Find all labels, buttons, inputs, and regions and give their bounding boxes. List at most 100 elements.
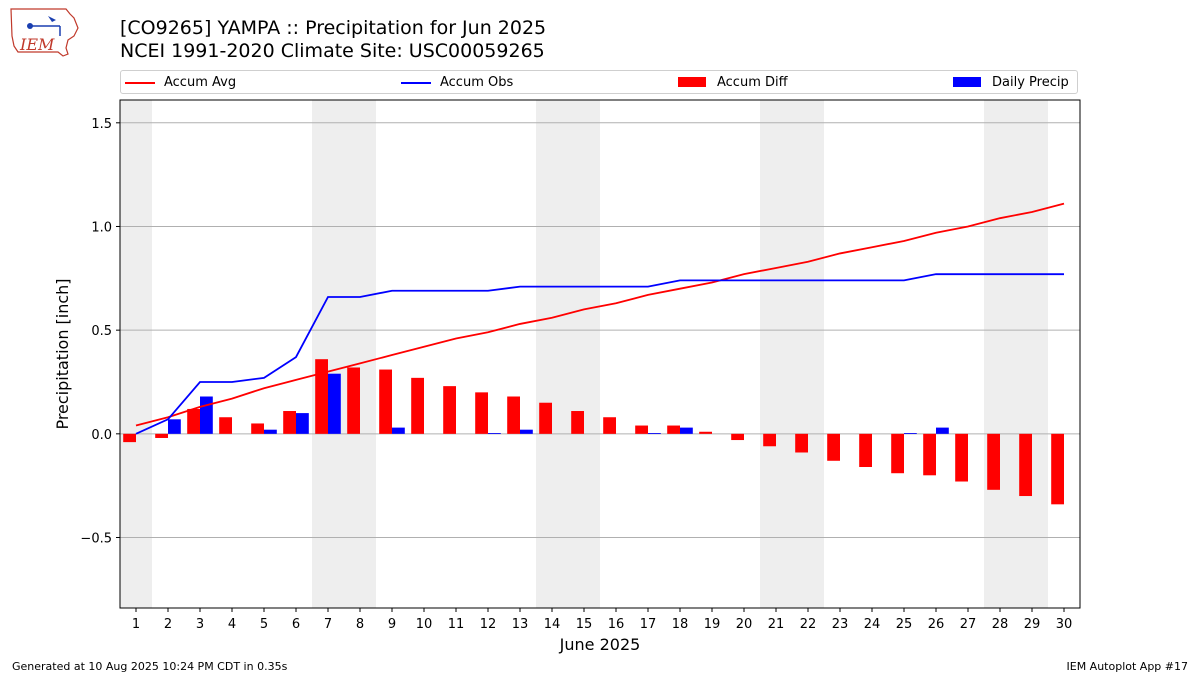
y-tick-label: −0.5 (80, 532, 112, 547)
x-tick-label: 11 (448, 617, 465, 632)
daily-precip-bar (328, 373, 341, 434)
plot-frame (119, 99, 1081, 609)
accum-diff-bar (731, 433, 744, 441)
legend-label: Accum Avg (164, 75, 237, 90)
legend-label: Daily Precip (992, 75, 1069, 90)
accum-diff-bar (155, 433, 168, 438)
chart-title: [CO9265] YAMPA :: Precipitation for Jun … (120, 17, 547, 39)
accum-diff-bar (219, 417, 232, 434)
accum-diff-bar (187, 408, 200, 434)
x-tick-label: 23 (832, 617, 849, 632)
accum-diff-bar (827, 433, 840, 461)
chart-subtitle: NCEI 1991-2020 Climate Site: USC00059265 (120, 40, 545, 62)
daily-precip-bar (168, 419, 181, 434)
accum-diff-bar (987, 433, 1000, 490)
daily-precip-bar (648, 432, 661, 434)
generated-timestamp: Generated at 10 Aug 2025 10:24 PM CDT in… (12, 660, 288, 673)
weekend-shade (984, 100, 1048, 608)
x-tick-label: 20 (736, 617, 753, 632)
x-tick-label: 22 (800, 617, 817, 632)
x-tick-label: 6 (292, 617, 300, 632)
legend: Accum Avg Accum Obs Accum Diff Daily Pre… (120, 70, 1078, 94)
x-tick-label: 21 (768, 617, 785, 632)
x-tick-label: 4 (228, 617, 236, 632)
daily-precip-bar (520, 429, 533, 434)
y-tick-label: 1.5 (91, 117, 112, 132)
x-tick-label: 19 (704, 617, 721, 632)
x-tick-label: 1 (132, 617, 140, 632)
x-tick-label: 28 (992, 617, 1009, 632)
y-axis-label: Precipitation [inch] (53, 278, 72, 429)
weekend-shade (312, 100, 376, 608)
accum-diff-bar (1051, 433, 1064, 505)
accum-diff-bar (315, 359, 328, 434)
accum-diff-bar (635, 425, 648, 434)
x-tick-label: 2 (164, 617, 172, 632)
legend-label: Accum Diff (717, 75, 788, 90)
iem-logo: IEM (8, 6, 80, 62)
accum-diff-bar (411, 377, 424, 434)
x-tick-label: 18 (672, 617, 689, 632)
logo-text: IEM (19, 35, 55, 54)
accum-diff-bar (123, 433, 136, 443)
accum-diff-bar (443, 386, 456, 434)
y-tick-label: 0.5 (91, 324, 112, 339)
accum-diff-bar (891, 433, 904, 474)
accum-diff-bar (859, 433, 872, 468)
daily-precip-bar (264, 429, 277, 434)
x-tick-label: 16 (608, 617, 625, 632)
x-tick-label: 30 (1056, 617, 1073, 632)
accum-diff-bar (923, 433, 936, 476)
daily-precip-bar (488, 432, 501, 434)
daily-precip-bar (296, 413, 309, 434)
accum-diff-bar (379, 369, 392, 434)
y-tick-label: 1.0 (91, 220, 112, 235)
x-tick-label: 29 (1024, 617, 1041, 632)
x-tick-label: 9 (388, 617, 396, 632)
x-tick-label: 15 (576, 617, 593, 632)
y-tick-label: 0.0 (91, 428, 112, 443)
accum-diff-bar (603, 417, 616, 434)
legend-swatch-daily-precip (953, 77, 981, 87)
app-credit: IEM Autoplot App #17 (1066, 660, 1189, 673)
weekend-shade (120, 100, 152, 608)
accum-diff-bar (571, 411, 584, 434)
accum-diff-bar (955, 433, 968, 482)
x-tick-label: 12 (480, 617, 497, 632)
x-tick-label: 10 (416, 617, 433, 632)
accum-diff-bar (507, 396, 520, 434)
x-tick-label: 14 (544, 617, 561, 632)
x-tick-label: 24 (864, 617, 881, 632)
accum-diff-bar (283, 411, 296, 434)
weekend-shade (760, 100, 824, 608)
x-tick-label: 13 (512, 617, 529, 632)
x-tick-label: 5 (260, 617, 268, 632)
daily-precip-bar (904, 432, 917, 434)
x-tick-label: 27 (960, 617, 977, 632)
accum-avg-line (135, 202, 1065, 427)
daily-precip-bar (936, 427, 949, 434)
legend-swatch-accum-obs (401, 82, 431, 84)
accum-diff-bar (475, 392, 488, 434)
legend-swatch-accum-avg (125, 82, 155, 84)
accum-diff-bar (795, 433, 808, 453)
accum-diff-bar (699, 431, 712, 434)
accum-diff-bar (667, 425, 680, 434)
x-tick-label: 26 (928, 617, 945, 632)
accum-diff-bar (347, 367, 360, 434)
legend-label: Accum Obs (440, 75, 514, 90)
daily-precip-bar (392, 427, 405, 434)
x-tick-label: 8 (356, 617, 364, 632)
weekend-shade (536, 100, 600, 608)
x-tick-label: 3 (196, 617, 204, 632)
accum-obs-line (135, 273, 1064, 435)
x-tick-label: 25 (896, 617, 913, 632)
daily-precip-bar (680, 427, 693, 434)
x-axis-label: June 2025 (559, 635, 641, 654)
daily-precip-bar (200, 396, 213, 434)
legend-swatch-accum-diff (678, 77, 706, 87)
x-tick-label: 7 (324, 617, 332, 632)
accum-diff-bar (763, 433, 776, 447)
accum-diff-bar (539, 402, 552, 434)
